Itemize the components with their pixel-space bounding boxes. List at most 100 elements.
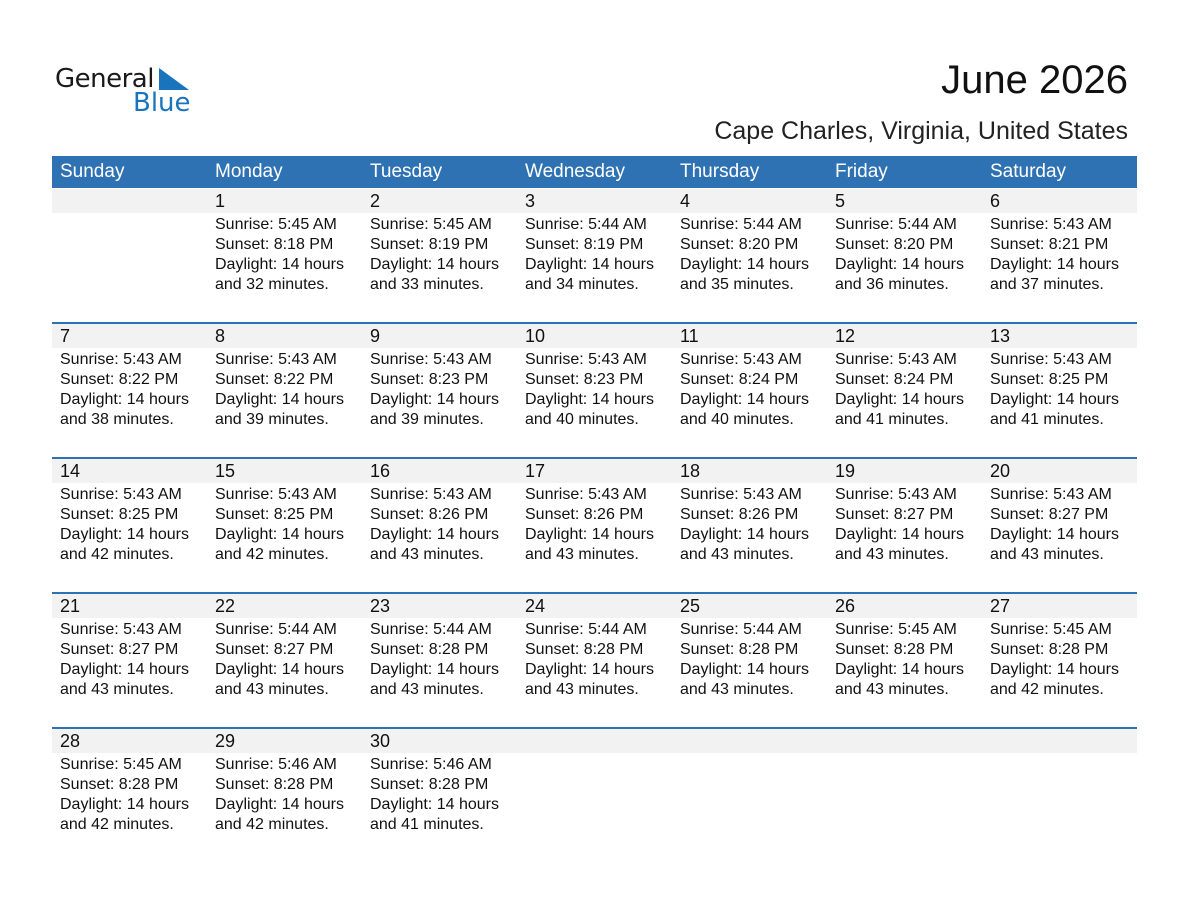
day-number: 10: [525, 326, 546, 346]
sunrise-text: Sunrise: 5:43 AM: [525, 486, 647, 503]
day-cell: 24 Sunrise: 5:44 AM Sunset: 8:28 PM Dayligh…: [517, 594, 672, 729]
daylight-minutes-text: and 43 minutes.: [60, 681, 174, 698]
daylight-minutes-text: and 36 minutes.: [835, 276, 949, 293]
day-number: 18: [680, 461, 701, 481]
day-cell: 12 Sunrise: 5:43 AM Sunset: 8:24 PM Dayligh…: [827, 324, 982, 459]
daylight-text: Daylight: 14 hours: [680, 391, 809, 408]
day-cell: 26 Sunrise: 5:45 AM Sunset: 8:28 PM Dayligh…: [827, 594, 982, 729]
sunrise-text: Sunrise: 5:44 AM: [680, 216, 802, 233]
sunrise-text: Sunrise: 5:43 AM: [680, 486, 802, 503]
sunrise-text: Sunrise: 5:43 AM: [990, 351, 1112, 368]
sunrise-text: Sunrise: 5:43 AM: [215, 351, 337, 368]
daylight-text: Daylight: 14 hours: [370, 526, 499, 543]
sunset-text: Sunset: 8:27 PM: [835, 506, 954, 523]
location-subtitle: Cape Charles, Virginia, United States: [714, 117, 1128, 145]
weekday-wednesday: Wednesday: [525, 161, 625, 182]
daylight-minutes-text: and 43 minutes.: [680, 681, 794, 698]
empty-cell: [827, 729, 982, 864]
daylight-minutes-text: and 41 minutes.: [370, 816, 484, 833]
daylight-minutes-text: and 43 minutes.: [525, 681, 639, 698]
daylight-minutes-text: and 39 minutes.: [215, 411, 329, 428]
daylight-text: Daylight: 14 hours: [215, 526, 344, 543]
logo-blue: Blue: [133, 88, 191, 118]
sunrise-text: Sunrise: 5:44 AM: [525, 216, 647, 233]
sunrise-text: Sunrise: 5:43 AM: [60, 621, 182, 638]
day-number: 7: [60, 326, 71, 346]
day-cell: 27 Sunrise: 5:45 AM Sunset: 8:28 PM Dayligh…: [982, 594, 1137, 729]
daylight-text: Daylight: 14 hours: [370, 391, 499, 408]
sunset-text: Sunset: 8:26 PM: [525, 506, 644, 523]
daylight-minutes-text: and 43 minutes.: [835, 546, 949, 563]
daylight-text: Daylight: 14 hours: [680, 526, 809, 543]
day-cell: 8 Sunrise: 5:43 AM Sunset: 8:22 PM Daylight…: [207, 324, 362, 459]
daylight-text: Daylight: 14 hours: [990, 526, 1119, 543]
daylight-text: Daylight: 14 hours: [835, 526, 964, 543]
sunset-text: Sunset: 8:19 PM: [370, 236, 489, 253]
daylight-minutes-text: and 40 minutes.: [525, 411, 639, 428]
date-strip: [52, 729, 1137, 753]
daylight-minutes-text: and 43 minutes.: [215, 681, 329, 698]
day-number: 15: [215, 461, 236, 481]
sunset-text: Sunset: 8:23 PM: [525, 371, 644, 388]
daylight-minutes-text: and 34 minutes.: [525, 276, 639, 293]
sunrise-text: Sunrise: 5:44 AM: [370, 621, 492, 638]
day-number: 30: [370, 731, 391, 751]
daylight-text: Daylight: 14 hours: [525, 256, 654, 273]
day-number: 27: [990, 596, 1011, 616]
day-cell: 5 Sunrise: 5:44 AM Sunset: 8:20 PM Daylight…: [827, 189, 982, 324]
daylight-minutes-text: and 43 minutes.: [990, 546, 1104, 563]
page-title: June 2026: [941, 58, 1128, 102]
sunset-text: Sunset: 8:28 PM: [370, 641, 489, 658]
week-row: 7 Sunrise: 5:43 AM Sunset: 8:22 PM Daylight…: [52, 322, 1137, 459]
sunset-text: Sunset: 8:27 PM: [60, 641, 179, 658]
day-cell: 13 Sunrise: 5:43 AM Sunset: 8:25 PM Dayligh…: [982, 324, 1137, 459]
daylight-text: Daylight: 14 hours: [215, 661, 344, 678]
sunset-text: Sunset: 8:25 PM: [60, 506, 179, 523]
day-cell: 4 Sunrise: 5:44 AM Sunset: 8:20 PM Daylight…: [672, 189, 827, 324]
daylight-minutes-text: and 38 minutes.: [60, 411, 174, 428]
day-number: 16: [370, 461, 391, 481]
day-number: 23: [370, 596, 391, 616]
daylight-minutes-text: and 40 minutes.: [680, 411, 794, 428]
daylight-text: Daylight: 14 hours: [680, 661, 809, 678]
day-cell: 11 Sunrise: 5:43 AM Sunset: 8:24 PM Dayligh…: [672, 324, 827, 459]
day-number: 6: [990, 191, 1001, 211]
sunset-text: Sunset: 8:21 PM: [990, 236, 1109, 253]
day-cell: 28 Sunrise: 5:45 AM Sunset: 8:28 PM Dayligh…: [52, 729, 207, 864]
daylight-minutes-text: and 42 minutes.: [60, 816, 174, 833]
day-number: 24: [525, 596, 546, 616]
day-cell: 16 Sunrise: 5:43 AM Sunset: 8:26 PM Dayligh…: [362, 459, 517, 594]
sunset-text: Sunset: 8:28 PM: [60, 776, 179, 793]
daylight-minutes-text: and 42 minutes.: [60, 546, 174, 563]
day-cell: 23 Sunrise: 5:44 AM Sunset: 8:28 PM Dayligh…: [362, 594, 517, 729]
daylight-text: Daylight: 14 hours: [370, 796, 499, 813]
sunrise-text: Sunrise: 5:44 AM: [680, 621, 802, 638]
daylight-text: Daylight: 14 hours: [835, 256, 964, 273]
empty-cell: [52, 189, 207, 324]
weekday-saturday: Saturday: [990, 161, 1067, 182]
daylight-text: Daylight: 14 hours: [990, 256, 1119, 273]
daylight-minutes-text: and 35 minutes.: [680, 276, 794, 293]
day-number: 21: [60, 596, 81, 616]
day-cell: 21 Sunrise: 5:43 AM Sunset: 8:27 PM Dayligh…: [52, 594, 207, 729]
daylight-text: Daylight: 14 hours: [60, 526, 189, 543]
logo-general: General: [55, 64, 154, 94]
daylight-minutes-text: and 33 minutes.: [370, 276, 484, 293]
daylight-minutes-text: and 43 minutes.: [370, 546, 484, 563]
sunset-text: Sunset: 8:28 PM: [370, 776, 489, 793]
day-cell: 17 Sunrise: 5:43 AM Sunset: 8:26 PM Dayligh…: [517, 459, 672, 594]
sunrise-text: Sunrise: 5:43 AM: [60, 486, 182, 503]
date-strip: [52, 459, 1137, 483]
daylight-minutes-text: and 42 minutes.: [215, 546, 329, 563]
day-number: 13: [990, 326, 1011, 346]
day-cell: 9 Sunrise: 5:43 AM Sunset: 8:23 PM Daylight…: [362, 324, 517, 459]
weekday-sunday: Sunday: [60, 161, 125, 182]
week-row: 21 Sunrise: 5:43 AM Sunset: 8:27 PM Dayligh…: [52, 592, 1137, 729]
daylight-text: Daylight: 14 hours: [60, 391, 189, 408]
sunrise-text: Sunrise: 5:45 AM: [835, 621, 957, 638]
day-cell: 15 Sunrise: 5:43 AM Sunset: 8:25 PM Dayligh…: [207, 459, 362, 594]
day-cell: 29 Sunrise: 5:46 AM Sunset: 8:28 PM Dayligh…: [207, 729, 362, 864]
sunrise-text: Sunrise: 5:46 AM: [215, 756, 337, 773]
sunrise-text: Sunrise: 5:43 AM: [370, 486, 492, 503]
week-row: 14 Sunrise: 5:43 AM Sunset: 8:25 PM Dayligh…: [52, 457, 1137, 594]
